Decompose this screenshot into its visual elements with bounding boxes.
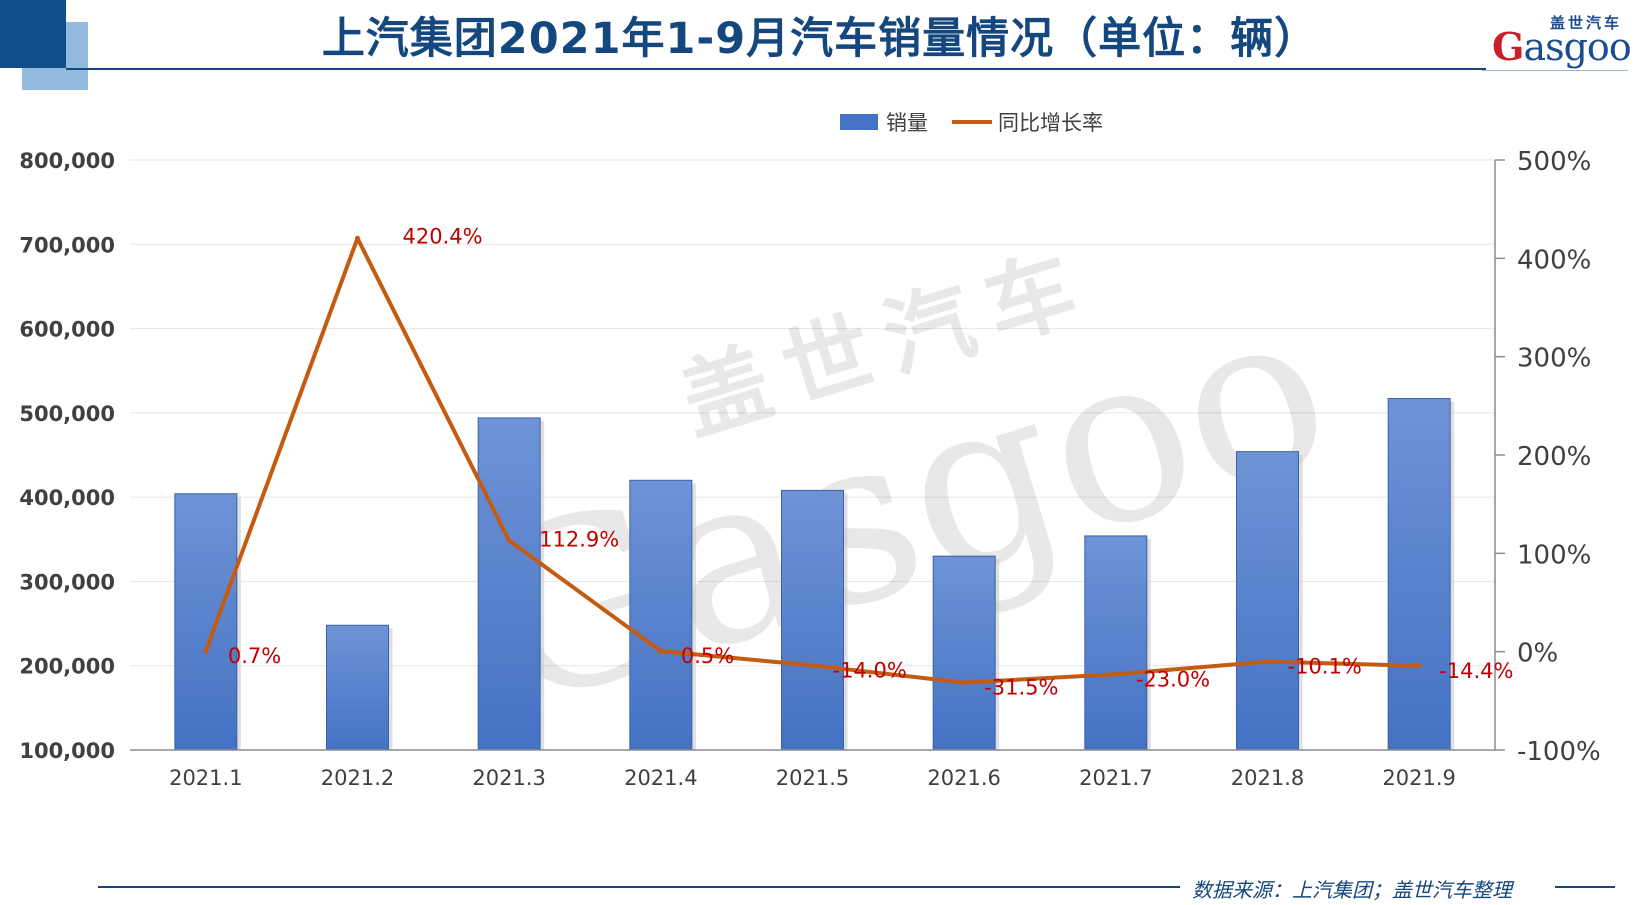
bar-2021.1: [174, 493, 238, 751]
bar-2021.9: [1387, 398, 1451, 751]
growth-data-label: -14.0%: [833, 658, 907, 682]
growth-data-label: -23.0%: [1136, 667, 1210, 691]
growth-point-2021.7: [1113, 671, 1119, 677]
footer-rule-right: [1555, 886, 1615, 888]
bar-2021.4: [629, 479, 693, 751]
logo-cn-text: 盖世汽车: [1549, 14, 1622, 32]
bar-2021.8: [1236, 451, 1299, 751]
growth-data-label: -14.4%: [1439, 659, 1513, 683]
title-divider: [66, 68, 1486, 70]
legend-bar-swatch: [840, 114, 878, 130]
growth-point-2021.5: [810, 662, 815, 668]
category-label: 2021.2: [321, 766, 394, 790]
left-tick-label: 200,000: [19, 655, 115, 679]
growth-point-2021.8: [1265, 659, 1270, 665]
bar-2021.2: [326, 624, 389, 751]
growth-point-2021.3: [506, 538, 512, 544]
data-source-note: 数据来源：上汽集团；盖世汽车整理: [1192, 878, 1512, 902]
growth-data-label: 0.7%: [228, 644, 281, 668]
legend-bar-label: 销量: [886, 111, 928, 135]
growth-data-label: 420.4%: [403, 224, 483, 248]
category-label: 2021.4: [624, 766, 697, 790]
category-label: 2021.6: [927, 766, 1000, 790]
bar-2021.5: [781, 489, 844, 751]
right-tick-label: 400%: [1517, 245, 1591, 275]
category-label: 2021.3: [472, 766, 545, 790]
category-label: 2021.7: [1079, 766, 1152, 790]
growth-data-label: 112.9%: [539, 528, 619, 552]
left-tick-label: 600,000: [19, 318, 115, 342]
logo-initial: G: [1492, 24, 1524, 69]
right-tick-label: 100%: [1517, 540, 1591, 570]
left-tick-label: 500,000: [19, 402, 115, 426]
right-tick-label: 300%: [1517, 344, 1591, 374]
gasgoo-logo: 盖世汽车 Gasgoo: [1480, 10, 1632, 76]
category-label: 2021.8: [1231, 766, 1304, 790]
growth-data-label: -31.5%: [984, 676, 1058, 700]
growth-point-2021.2: [355, 235, 360, 241]
corner-decoration-dark: [0, 0, 66, 68]
right-tick-label: -100%: [1517, 737, 1601, 767]
category-label: 2021.1: [169, 766, 242, 790]
growth-point-2021.9: [1416, 663, 1422, 669]
left-tick-label: 700,000: [19, 233, 115, 257]
right-tick-label: 0%: [1517, 639, 1558, 669]
bar-2021.6: [932, 555, 996, 751]
left-tick-label: 100,000: [19, 739, 115, 763]
legend-line-label: 同比增长率: [998, 111, 1103, 135]
right-tick-label: 500%: [1517, 147, 1591, 177]
logo-underline: [1482, 70, 1628, 71]
page-title: 上汽集团2021年1-9月汽车销量情况（单位：辆）: [321, 14, 1319, 64]
footer-rule-left: [98, 886, 1180, 888]
bar-2021.3: [477, 417, 541, 751]
category-label: 2021.5: [776, 766, 849, 790]
logo-en-text: Gasgoo: [1492, 24, 1632, 69]
bar-2021.7: [1084, 535, 1148, 751]
growth-point-2021.4: [658, 648, 664, 654]
logo-rest: asgoo: [1523, 25, 1631, 69]
right-tick-label: 200%: [1517, 442, 1591, 472]
left-tick-label: 400,000: [19, 486, 115, 510]
left-tick-label: 800,000: [19, 149, 115, 173]
growth-data-label: 0.5%: [681, 644, 734, 668]
category-label: 2021.9: [1382, 766, 1455, 790]
left-tick-label: 300,000: [19, 570, 115, 594]
growth-data-label: -10.1%: [1288, 655, 1362, 679]
growth-point-2021.6: [961, 680, 967, 686]
growth-point-2021.1: [203, 648, 209, 654]
